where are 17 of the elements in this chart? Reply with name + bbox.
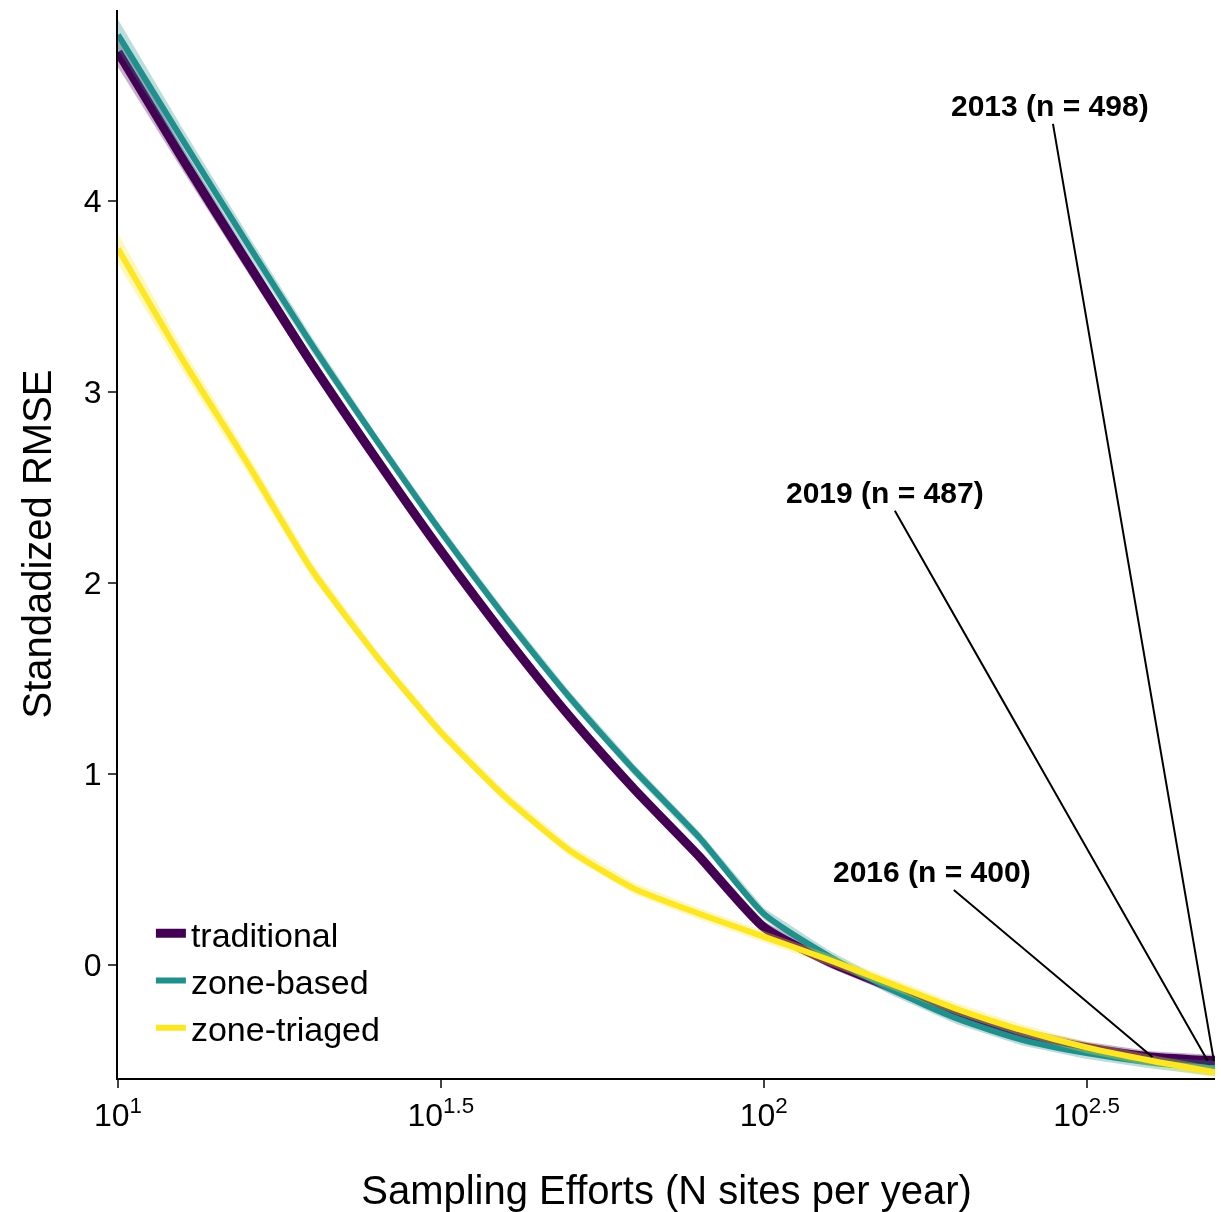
y-tick-label: 4 xyxy=(83,183,102,220)
legend-label: zone-based xyxy=(190,962,369,1001)
legend-label: zone-triaged xyxy=(190,1009,380,1048)
x-tick-label: 10$^{1}$ xyxy=(93,1092,143,1134)
y-tick-label: 0 xyxy=(83,947,102,984)
y-axis-title: Standadized RMSE xyxy=(14,369,59,719)
x-axis-title: Sampling Efforts (N sites per year) xyxy=(361,1168,972,1212)
x-tick-label: 10$^{1.5}$ xyxy=(407,1092,475,1134)
y-tick-label: 1 xyxy=(83,756,102,793)
y-tick-label: 3 xyxy=(83,374,102,411)
annotation: 2019 (n = 487) xyxy=(786,476,984,509)
x-tick-label: 10$^{2.5}$ xyxy=(1053,1092,1120,1134)
annotation: 2013 (n = 498) xyxy=(951,89,1149,122)
x-tick-label: 10$^{2}$ xyxy=(739,1092,788,1134)
y-tick-label: 2 xyxy=(83,565,102,602)
legend-label: traditional xyxy=(190,915,339,954)
annotation: 2016 (n = 400) xyxy=(833,855,1031,888)
